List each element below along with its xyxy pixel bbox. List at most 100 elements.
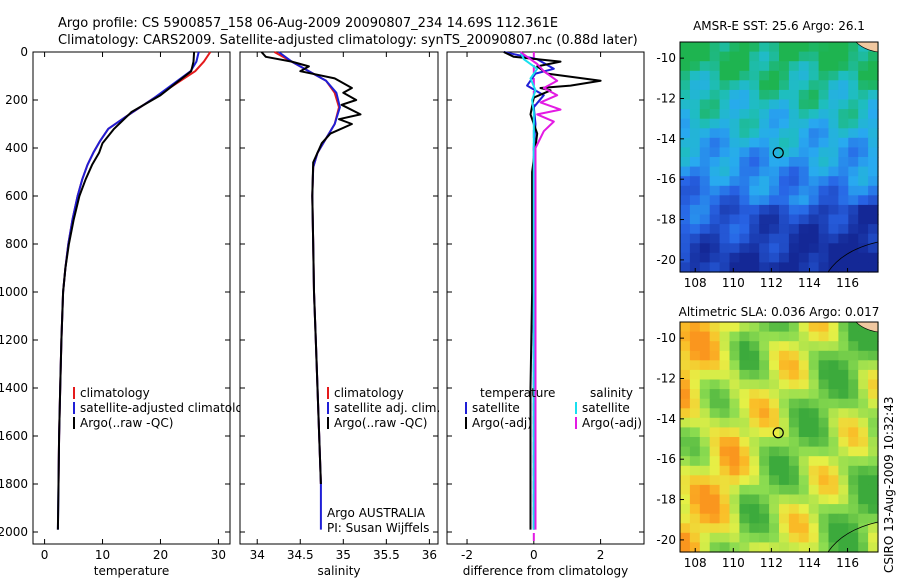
map-cell <box>680 542 691 553</box>
map-cell <box>749 243 760 254</box>
map-cell <box>719 532 731 543</box>
map-cell <box>788 494 800 505</box>
map-cell <box>749 137 760 148</box>
x-axis-label: temperature <box>94 564 169 578</box>
map-cell <box>788 398 800 409</box>
x-tick-label: 114 <box>798 556 821 570</box>
map-cell <box>699 523 711 534</box>
map-cell <box>848 523 859 534</box>
map-cell <box>709 408 721 419</box>
map-cell <box>788 204 800 216</box>
map-cell <box>828 61 839 72</box>
map-cell <box>749 51 760 62</box>
map-cell <box>719 475 731 486</box>
map-cell <box>699 360 711 371</box>
map-cell <box>769 118 780 129</box>
map-cell <box>739 504 750 515</box>
coastline <box>827 241 879 273</box>
map-cell <box>788 542 800 553</box>
map-cell <box>868 176 879 187</box>
map-cell <box>759 513 770 524</box>
map-cell <box>818 80 830 91</box>
map-cell <box>689 224 701 235</box>
map-cell <box>739 389 750 400</box>
map-cell <box>749 446 760 457</box>
map-cell <box>868 504 879 515</box>
map-cell <box>848 252 859 263</box>
map-cell <box>828 504 839 515</box>
map-cell <box>689 61 701 72</box>
map-cell <box>779 128 790 139</box>
argo-location-marker <box>772 427 784 439</box>
map-cell <box>868 542 879 553</box>
map-cell <box>729 204 740 216</box>
map-cell <box>798 408 810 419</box>
map-cell <box>769 417 780 428</box>
map-cell <box>798 446 810 457</box>
map-cell <box>769 484 780 496</box>
map-cell <box>680 341 691 352</box>
map-cell <box>858 243 869 254</box>
map-cell <box>798 70 810 81</box>
map-cell <box>838 542 849 553</box>
map-cell <box>818 446 830 457</box>
map-cell <box>779 542 790 553</box>
map-cell <box>779 494 790 505</box>
map-cell <box>838 484 849 496</box>
map-cell <box>769 204 780 216</box>
map-cell <box>709 204 721 216</box>
map-cell <box>838 204 849 216</box>
map-cell <box>818 70 830 81</box>
map-cell <box>798 214 810 225</box>
map-cell <box>828 99 839 110</box>
map-cell <box>759 224 770 235</box>
map-cell <box>779 456 790 467</box>
map-cell <box>689 89 701 101</box>
map-cell <box>689 350 701 361</box>
map-cell <box>808 427 820 438</box>
map-cell <box>848 61 859 72</box>
map-cell <box>858 523 869 534</box>
map-cell <box>719 99 731 110</box>
map-cell <box>699 70 711 81</box>
map-cell <box>818 233 830 244</box>
map-cell <box>739 360 750 371</box>
map-cell <box>699 99 711 110</box>
map-cell <box>808 137 820 148</box>
map-cell <box>858 437 869 448</box>
map-cell <box>719 109 731 120</box>
map-cell <box>868 262 879 273</box>
map-cell <box>759 398 770 409</box>
legend-label: satellite <box>472 401 520 415</box>
map-cell <box>779 341 790 352</box>
map-cell <box>719 331 731 342</box>
x-axis-label: difference from climatology <box>463 564 629 578</box>
map-cell <box>749 408 760 419</box>
map-cell <box>868 214 879 225</box>
map-cell <box>848 176 859 187</box>
map-cell <box>788 360 800 371</box>
legend-label: Argo(..raw -QC) <box>80 416 173 430</box>
map-cell <box>729 214 740 225</box>
map-cell <box>769 408 780 419</box>
salinity-panel: 34 34.5 35 35.5 36 salinity climatologysatelli… <box>239 51 440 578</box>
map-cell <box>759 252 770 263</box>
map-cell <box>828 446 839 457</box>
map-cell <box>729 243 740 254</box>
map-cell <box>828 128 839 139</box>
map-cell <box>838 61 849 72</box>
map-cell <box>848 389 859 400</box>
map-cell <box>749 42 760 53</box>
map-cell <box>680 51 691 62</box>
map-cell <box>759 360 770 371</box>
map-cell <box>818 204 830 216</box>
map-cell <box>699 331 711 342</box>
map-cell <box>808 484 820 496</box>
x-tick-label: 30 <box>211 548 226 562</box>
map-cell <box>788 513 800 524</box>
map-cell <box>689 99 701 110</box>
map-cell <box>739 331 750 342</box>
map-cell <box>739 51 750 62</box>
map-cell <box>729 322 740 333</box>
map-cell <box>779 369 790 381</box>
